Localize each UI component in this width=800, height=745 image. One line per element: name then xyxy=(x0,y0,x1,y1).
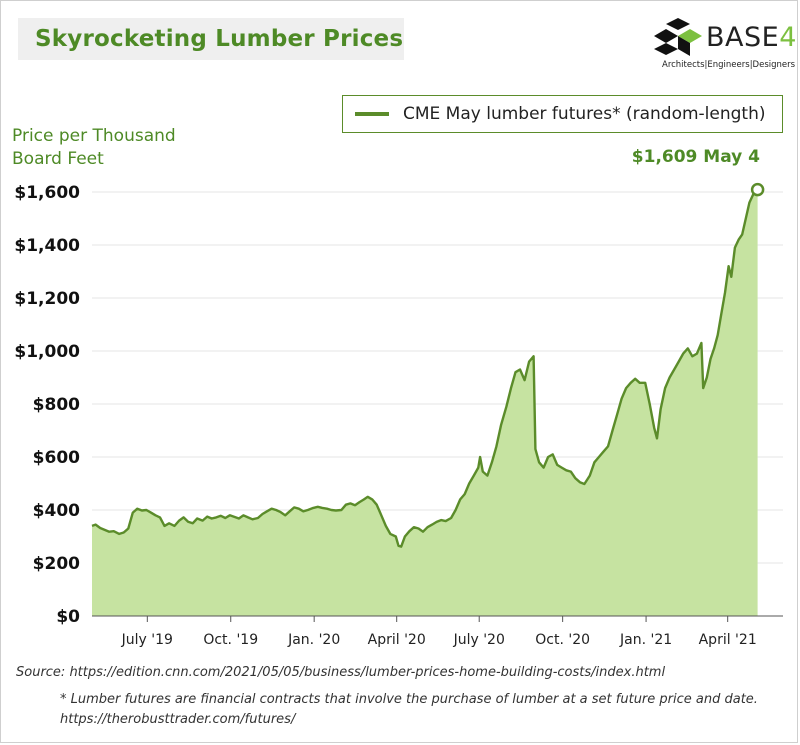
legend-label: CME May lumber futures* (random-length) xyxy=(403,104,766,124)
x-tick-label: Jan. '21 xyxy=(619,632,672,648)
area-fill-layer xyxy=(91,182,765,616)
x-tick-label: April '20 xyxy=(368,632,426,648)
chart-legend: CME May lumber futures* (random-length) xyxy=(342,95,783,133)
axes xyxy=(92,615,783,622)
x-tick-label: July '20 xyxy=(453,632,505,648)
title-banner: Skyrocketing Lumber Prices xyxy=(18,18,404,60)
legend-swatch xyxy=(355,112,389,116)
footnote-line-2: https://therobusttrader.com/futures/ xyxy=(60,712,296,727)
logo-brand-text: BASE4 xyxy=(706,22,797,53)
y-tick-label: $1,600 xyxy=(14,183,80,203)
cube-logo-icon xyxy=(654,18,702,56)
logo-tagline: Architects|Engineers|Designers xyxy=(662,60,796,70)
x-tick-label: Oct. '20 xyxy=(535,632,590,648)
price-series-line xyxy=(91,188,759,548)
y-axis-label: Price per Thousand Board Feet xyxy=(12,126,176,169)
y-tick-label: $1,200 xyxy=(14,289,80,309)
y-tick-label: $1,400 xyxy=(14,236,80,256)
y-tick-label: $400 xyxy=(33,501,80,521)
x-tick-label: Oct. '19 xyxy=(203,632,258,648)
chart-title: Skyrocketing Lumber Prices xyxy=(35,26,404,52)
peak-marker xyxy=(750,182,765,197)
source-note: Source: https://edition.cnn.com/2021/05/… xyxy=(16,665,666,680)
tick-labels: $0 $200 $400 $600 $800 $1,000 $1,200 $1,400 $1,6… xyxy=(14,183,756,648)
y-tick-label: $200 xyxy=(33,554,80,574)
peak-annotation: $1,609 May 4 xyxy=(631,147,760,167)
x-tick-label: Jan. '20 xyxy=(287,632,340,648)
y-tick-label: $800 xyxy=(33,395,80,415)
price-area-fill xyxy=(92,189,758,616)
base4-logo: BASE4 Architects|Engineers|Designers xyxy=(654,18,796,72)
y-tick-label: $1,000 xyxy=(14,342,80,362)
footnote-line-1: * Lumber futures are financial contracts… xyxy=(60,692,758,707)
x-tick-label: April '21 xyxy=(699,632,757,648)
y-tick-label: $600 xyxy=(33,448,80,468)
y-tick-label: $0 xyxy=(56,607,80,627)
x-tick-label: July '19 xyxy=(121,632,173,648)
footnote: * Lumber futures are financial contracts… xyxy=(60,690,758,730)
